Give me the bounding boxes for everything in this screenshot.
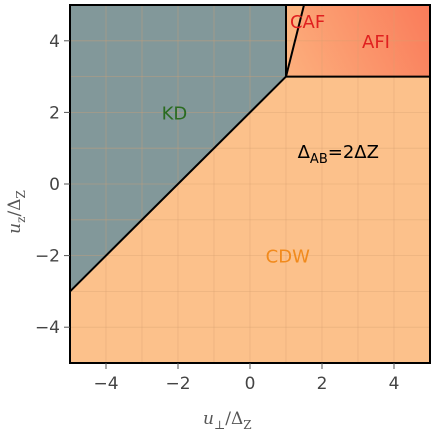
annotation-subscript: AB	[310, 152, 328, 167]
kd-region	[70, 5, 286, 292]
y-tick-label: 0	[49, 175, 60, 195]
y-tick-label: −4	[35, 318, 60, 338]
region-labels: KD CAF AFI CDW	[162, 12, 390, 267]
axis-ticks: −4 −2 0 2 4 −4 −2 0 2 4	[35, 32, 399, 394]
x-tick-label: 4	[389, 374, 400, 394]
annotation-base: Δ	[298, 142, 311, 163]
region-label-caf: CAF	[290, 12, 325, 33]
x-tick-label: 2	[317, 374, 328, 394]
boundary-caf-afi	[285, 4, 305, 77]
x-tick-label: −2	[165, 374, 190, 394]
region-label-kd: KD	[162, 103, 188, 124]
boundary-kd-cdw	[69, 75, 287, 293]
x-axis-label: u⊥/ΔZ	[203, 409, 252, 432]
y-tick-label: −2	[35, 247, 60, 267]
annotation-rest: =2ΔZ	[328, 142, 379, 163]
region-label-afi: AFI	[362, 32, 390, 53]
x-tick-label: 0	[245, 374, 256, 394]
phase-boundaries	[69, 4, 430, 293]
afi-region	[286, 5, 430, 77]
x-tick-label: −4	[93, 374, 118, 394]
y-tick-label: 4	[49, 32, 60, 52]
delta-ab-annotation: ΔAB=2ΔZ	[298, 142, 379, 167]
y-tick-label: 2	[49, 103, 60, 123]
region-label-cdw: CDW	[266, 247, 310, 268]
y-axis-label: uz/ΔZ	[5, 190, 28, 234]
